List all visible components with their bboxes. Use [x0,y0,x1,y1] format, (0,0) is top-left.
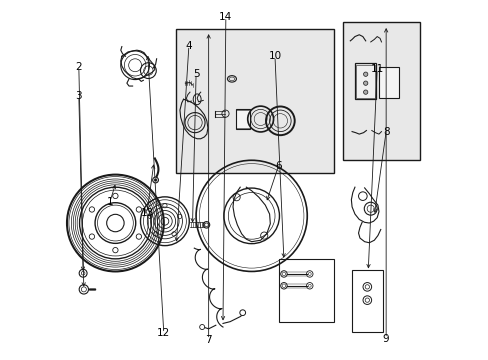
Bar [354,63,376,99]
Bar [351,270,382,332]
Bar [176,30,333,173]
Bar [356,65,374,98]
Bar [378,67,398,98]
Text: 12: 12 [157,328,170,338]
Text: 7: 7 [205,334,211,345]
Bar [343,22,419,160]
Text: 10: 10 [268,51,281,61]
Text: 8: 8 [382,127,388,136]
Text: 9: 9 [382,333,388,343]
Circle shape [363,90,367,94]
Text: 14: 14 [219,12,232,22]
Bar [235,109,249,130]
Text: 11: 11 [370,64,383,74]
Circle shape [363,81,367,85]
Text: 3: 3 [75,91,82,101]
Circle shape [363,72,367,76]
Circle shape [154,179,157,181]
Text: 5: 5 [192,69,199,79]
Text: 6: 6 [275,161,281,171]
Circle shape [152,177,158,183]
Circle shape [239,310,245,316]
Text: 1: 1 [106,197,113,207]
Text: 2: 2 [75,62,82,72]
Circle shape [199,324,204,329]
Text: 4: 4 [185,41,192,50]
Bar [278,259,333,321]
Text: 13: 13 [140,208,153,218]
